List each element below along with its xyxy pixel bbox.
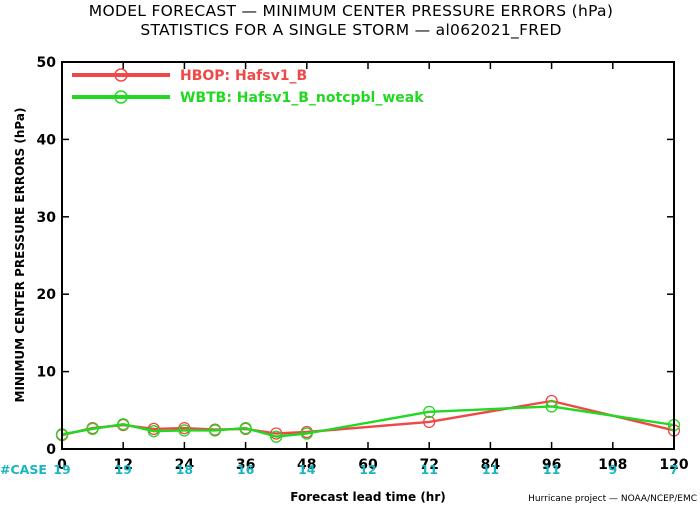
series-marker-0 — [270, 427, 283, 440]
legend-swatch-marker — [114, 90, 128, 104]
case-count-label: #CASE — [0, 462, 47, 477]
case-count-value: 12 — [359, 462, 376, 477]
series-marker-1 — [117, 418, 130, 431]
series-marker-0 — [423, 415, 436, 429]
x-axis-label: Forecast lead time (hr) — [290, 490, 446, 504]
y-tick-label: 40 — [37, 132, 57, 148]
x-tick-label: 36 — [236, 457, 255, 473]
chart-title: MODEL FORECAST — MINIMUM CENTER PRESSURE… — [89, 2, 613, 20]
x-tick-label: 96 — [542, 457, 561, 473]
plot-area-frame — [61, 61, 675, 450]
series-marker-1 — [208, 424, 222, 437]
series-marker-1 — [545, 400, 558, 413]
case-count-value: 11 — [420, 462, 437, 477]
y-axis-ticks: 0 10 20 30 40 50 — [37, 55, 674, 458]
x-tick-label: 12 — [113, 457, 132, 473]
series-marker-1 — [178, 424, 191, 437]
case-count-value: 9 — [608, 462, 617, 477]
case-count-value: 14 — [298, 462, 316, 477]
series-marker-1 — [239, 421, 252, 435]
x-tick-label: 0 — [57, 457, 67, 473]
series-marker-1 — [300, 427, 313, 440]
y-tick-label: 0 — [46, 442, 56, 458]
legend-label: WBTB: Hafsv1_B_notcpbl_weak — [180, 90, 424, 106]
y-tick-label: 50 — [37, 55, 57, 71]
case-count-row: 19 19 18 16 14 12 11 11 11 9 7 — [53, 462, 678, 477]
x-tick-label: 48 — [297, 457, 316, 473]
y-tick-label: 10 — [37, 365, 57, 381]
y-tick-label: 30 — [37, 210, 57, 226]
series-marker-1 — [147, 425, 160, 438]
chart-subtitle: STATISTICS FOR A SINGLE STORM — al062021… — [140, 21, 561, 40]
x-tick-label: 60 — [358, 457, 378, 473]
y-axis-label: MINIMUM CENTER PRESSURE ERRORS (hPa) — [13, 108, 27, 403]
series-layer — [55, 394, 681, 443]
legend-label: HBOP: Hafsv1_B — [180, 68, 307, 84]
case-count-value: 18 — [176, 462, 193, 477]
case-count-value: 11 — [482, 462, 499, 477]
case-count-value: 16 — [237, 462, 255, 477]
x-tick-label: 120 — [659, 457, 688, 473]
case-count-value: 7 — [670, 462, 679, 477]
x-tick-label: 84 — [481, 457, 501, 473]
y-tick-label: 20 — [37, 287, 57, 303]
case-count-value: 19 — [114, 462, 131, 477]
x-tick-label: 72 — [419, 457, 438, 473]
case-count-value: 11 — [543, 462, 560, 477]
x-tick-label: 24 — [175, 457, 195, 473]
legend-swatch-marker — [114, 68, 128, 82]
credit-text: Hurricane project — NOAA/NCEP/EMC — [528, 494, 697, 504]
legend: HBOP: Hafsv1_B WBTB: Hafsv1_B_notcpbl_wea… — [72, 68, 424, 106]
series-marker-1 — [270, 430, 283, 443]
series-marker-1 — [86, 422, 99, 436]
series-line-1 — [61, 405, 675, 438]
x-tick-label: 108 — [598, 457, 627, 473]
case-count-value: 19 — [53, 462, 70, 477]
series-marker-1 — [423, 405, 436, 418]
